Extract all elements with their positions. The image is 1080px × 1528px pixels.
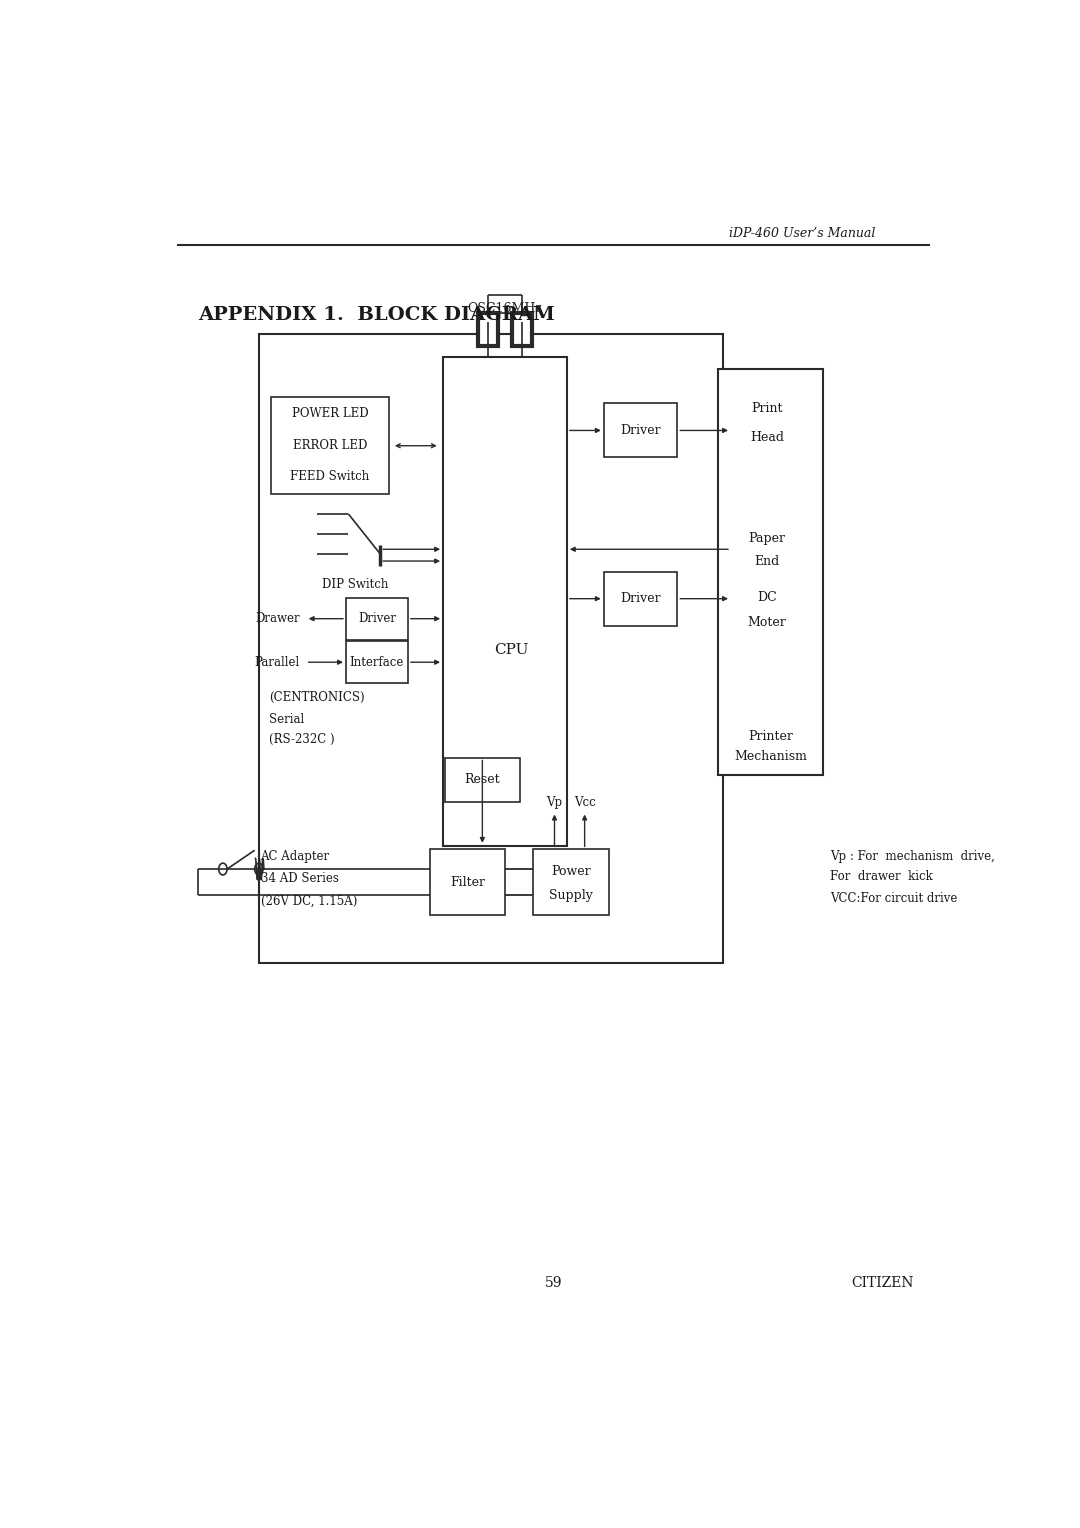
Text: DC: DC [757, 591, 777, 604]
Text: Vp : For  mechanism  drive,: Vp : For mechanism drive, [829, 850, 995, 863]
Text: FEED Switch: FEED Switch [291, 469, 369, 483]
Bar [731, 523, 802, 576]
Text: CITIZEN: CITIZEN [851, 1276, 914, 1291]
Bar [259, 335, 724, 964]
Text: Printer: Printer [748, 730, 793, 743]
Text: Moter: Moter [747, 616, 786, 630]
Text: Parallel: Parallel [255, 656, 300, 669]
Text: APPENDIX 1.  BLOCK DIAGRAM: APPENDIX 1. BLOCK DIAGRAM [198, 306, 554, 324]
Text: 59: 59 [544, 1276, 563, 1291]
Bar [346, 642, 408, 683]
Text: Driver: Driver [620, 593, 661, 605]
Text: AC Adapter: AC Adapter [260, 850, 329, 863]
Bar [534, 850, 609, 915]
Bar [604, 571, 677, 626]
Text: Driver: Driver [620, 423, 661, 437]
Bar [478, 313, 498, 345]
Text: Supply: Supply [549, 889, 593, 902]
Bar [731, 380, 802, 463]
Text: Vp: Vp [546, 796, 563, 808]
Text: For  drawer  kick: For drawer kick [829, 869, 932, 883]
Text: VCC:For circuit drive: VCC:For circuit drive [829, 892, 957, 905]
Bar [271, 397, 389, 494]
Text: (CENTRONICS): (CENTRONICS) [269, 691, 365, 704]
Text: End: End [754, 555, 780, 568]
Text: (RS-232C ): (RS-232C ) [269, 733, 335, 746]
Text: Drawer: Drawer [255, 613, 300, 625]
Text: Filter: Filter [449, 876, 485, 889]
Text: Print: Print [752, 402, 783, 414]
Text: Mechanism: Mechanism [734, 750, 807, 762]
Text: Serial: Serial [269, 714, 305, 726]
Text: OSC16MHz: OSC16MHz [468, 301, 542, 315]
Bar [604, 403, 677, 457]
Text: Power: Power [551, 865, 591, 877]
Text: Reset: Reset [464, 773, 500, 787]
Bar [430, 850, 505, 915]
Bar [512, 313, 531, 345]
Text: iDP-460 User’s Manual: iDP-460 User’s Manual [729, 228, 876, 240]
Bar [443, 358, 567, 847]
Text: (26V DC, 1.15A): (26V DC, 1.15A) [260, 894, 356, 908]
Bar [731, 576, 802, 642]
Text: ERROR LED: ERROR LED [293, 439, 367, 452]
Text: 34 AD Series: 34 AD Series [260, 872, 338, 885]
Text: Vcc: Vcc [573, 796, 595, 808]
Bar [445, 758, 521, 802]
Text: POWER LED: POWER LED [292, 408, 368, 420]
Text: Head: Head [750, 431, 784, 443]
Bar [718, 370, 823, 775]
Text: Driver: Driver [357, 613, 396, 625]
Bar [346, 597, 408, 640]
Text: DIP Switch: DIP Switch [322, 578, 389, 591]
Text: CPU: CPU [495, 643, 529, 657]
Text: Paper: Paper [748, 532, 785, 545]
Text: Interface: Interface [350, 656, 404, 669]
